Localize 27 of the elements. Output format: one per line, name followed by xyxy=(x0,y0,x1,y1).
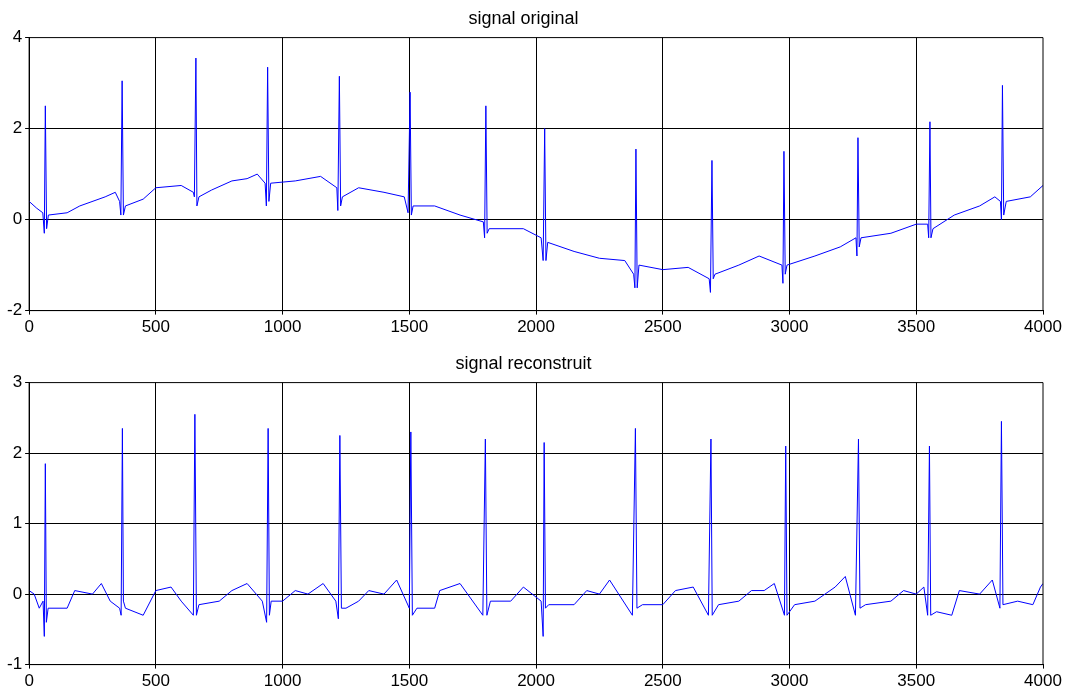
y-tick-label: 4 xyxy=(12,27,23,47)
x-tick-label: 4000 xyxy=(1024,671,1062,691)
y-tick-label: 2 xyxy=(12,118,23,138)
x-tick-label: 3500 xyxy=(897,317,936,337)
y-tick-label: -1 xyxy=(6,654,23,674)
x-tick-label: 1500 xyxy=(390,671,429,691)
x-tick-label: 1000 xyxy=(263,317,302,337)
x-tick-label: 1500 xyxy=(390,317,429,337)
y-tick-label: -2 xyxy=(6,300,23,320)
y-tick-label: 0 xyxy=(12,209,23,229)
x-tick-label: 2000 xyxy=(517,317,555,337)
x-tick-label: 3000 xyxy=(770,317,809,337)
x-tick-label: 2500 xyxy=(643,671,682,691)
x-tick-label: 3000 xyxy=(770,671,809,691)
x-tick-label: 2000 xyxy=(517,671,555,691)
y-tick-label: 0 xyxy=(12,583,23,603)
x-tick-label: 500 xyxy=(141,317,171,337)
y-tick-label: 3 xyxy=(12,372,23,392)
x-tick-label: 500 xyxy=(141,671,171,691)
x-tick-label: 4000 xyxy=(1024,317,1062,337)
y-tick-label: 1 xyxy=(12,513,23,533)
x-tick-label: 1000 xyxy=(263,671,302,691)
chart-title: signal reconstruit xyxy=(455,352,592,373)
x-tick-label: 3500 xyxy=(897,671,936,691)
chart-title: signal original xyxy=(468,7,579,28)
x-tick-label: 2500 xyxy=(643,317,682,337)
y-tick-label: 2 xyxy=(12,442,23,462)
